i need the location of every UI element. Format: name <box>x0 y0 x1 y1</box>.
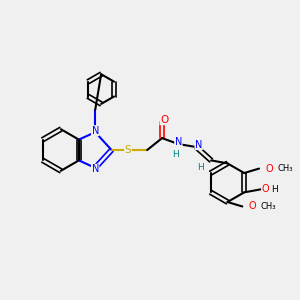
Text: O: O <box>249 202 256 212</box>
Text: H: H <box>271 185 278 194</box>
Text: H: H <box>197 163 204 172</box>
Text: N: N <box>175 137 182 147</box>
Text: N: N <box>92 126 99 136</box>
Text: H: H <box>172 150 179 159</box>
Text: N: N <box>195 140 202 150</box>
Text: CH₃: CH₃ <box>278 164 293 173</box>
Text: O: O <box>266 164 273 174</box>
Text: O: O <box>160 115 168 125</box>
Text: O: O <box>262 184 269 194</box>
Text: N: N <box>92 164 99 174</box>
Text: S: S <box>124 145 131 155</box>
Text: CH₃: CH₃ <box>261 202 276 211</box>
